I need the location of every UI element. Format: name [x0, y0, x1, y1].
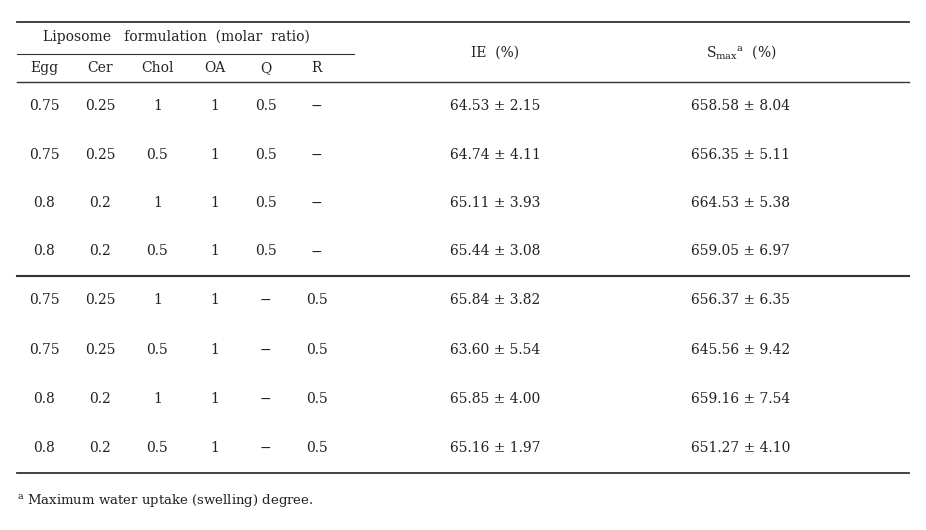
Text: 0.2: 0.2	[89, 196, 111, 210]
Text: 0.5: 0.5	[255, 148, 277, 162]
Text: 656.35 ± 5.11: 656.35 ± 5.11	[691, 148, 791, 162]
Text: 0.25: 0.25	[85, 99, 115, 113]
Text: 0.5: 0.5	[146, 342, 169, 357]
Text: −: −	[311, 148, 322, 162]
Text: 0.5: 0.5	[306, 441, 328, 455]
Text: 0.2: 0.2	[89, 244, 111, 259]
Text: 0.2: 0.2	[89, 441, 111, 455]
Text: 0.5: 0.5	[255, 244, 277, 259]
Text: 0.8: 0.8	[33, 244, 56, 259]
Text: S$_{\mathregular{max}}$$^{\mathregular{a}}$  (%): S$_{\mathregular{max}}$$^{\mathregular{a…	[706, 43, 776, 61]
Text: 1: 1	[210, 196, 219, 210]
Text: Liposome   formulation  (molar  ratio): Liposome formulation (molar ratio)	[43, 30, 309, 45]
Text: 0.8: 0.8	[33, 196, 56, 210]
Text: 659.05 ± 6.97: 659.05 ± 6.97	[692, 244, 790, 259]
Text: Chol: Chol	[141, 61, 174, 75]
Text: 1: 1	[210, 99, 219, 113]
Text: Egg: Egg	[31, 61, 58, 75]
Text: −: −	[260, 392, 271, 406]
Text: 1: 1	[210, 244, 219, 259]
Text: 0.25: 0.25	[85, 342, 115, 357]
Text: 63.60 ± 5.54: 63.60 ± 5.54	[450, 342, 541, 357]
Text: 664.53 ± 5.38: 664.53 ± 5.38	[692, 196, 790, 210]
Text: 64.53 ± 2.15: 64.53 ± 2.15	[450, 99, 541, 113]
Text: −: −	[260, 441, 271, 455]
Text: −: −	[260, 293, 271, 307]
Text: 0.5: 0.5	[146, 148, 169, 162]
Text: IE  (%): IE (%)	[471, 45, 519, 59]
Text: 1: 1	[210, 293, 219, 307]
Text: 0.2: 0.2	[89, 392, 111, 406]
Text: 0.75: 0.75	[29, 342, 60, 357]
Text: 0.5: 0.5	[146, 441, 169, 455]
Text: 1: 1	[210, 342, 219, 357]
Text: 64.74 ± 4.11: 64.74 ± 4.11	[450, 148, 541, 162]
Text: OA: OA	[205, 61, 225, 75]
Text: 0.75: 0.75	[29, 293, 60, 307]
Text: 0.5: 0.5	[255, 196, 277, 210]
Text: 0.8: 0.8	[33, 392, 56, 406]
Text: 645.56 ± 9.42: 645.56 ± 9.42	[691, 342, 791, 357]
Text: 65.85 ± 4.00: 65.85 ± 4.00	[450, 392, 541, 406]
Text: 1: 1	[153, 293, 162, 307]
Text: 0.75: 0.75	[29, 148, 60, 162]
Text: 0.75: 0.75	[29, 99, 60, 113]
Text: 1: 1	[153, 196, 162, 210]
Text: 0.5: 0.5	[255, 99, 277, 113]
Text: 65.44 ± 3.08: 65.44 ± 3.08	[450, 244, 541, 259]
Text: 1: 1	[153, 99, 162, 113]
Text: 65.84 ± 3.82: 65.84 ± 3.82	[450, 293, 541, 307]
Text: $^{\mathregular{a}}$ Maximum water uptake (swelling) degree.: $^{\mathregular{a}}$ Maximum water uptak…	[17, 492, 313, 509]
Text: 656.37 ± 6.35: 656.37 ± 6.35	[692, 293, 790, 307]
Text: 651.27 ± 4.10: 651.27 ± 4.10	[691, 441, 791, 455]
Text: 658.58 ± 8.04: 658.58 ± 8.04	[692, 99, 790, 113]
Text: −: −	[311, 99, 322, 113]
Text: 1: 1	[210, 441, 219, 455]
Text: Q: Q	[260, 61, 271, 75]
Text: 1: 1	[210, 148, 219, 162]
Text: 0.8: 0.8	[33, 441, 56, 455]
Text: 0.5: 0.5	[306, 293, 328, 307]
Text: −: −	[260, 342, 271, 357]
Text: 65.11 ± 3.93: 65.11 ± 3.93	[450, 196, 541, 210]
Text: 0.5: 0.5	[146, 244, 169, 259]
Text: 0.25: 0.25	[85, 293, 115, 307]
Text: 0.25: 0.25	[85, 148, 115, 162]
Text: R: R	[311, 61, 322, 75]
Text: 0.5: 0.5	[306, 342, 328, 357]
Text: Cer: Cer	[87, 61, 113, 75]
Text: 1: 1	[210, 392, 219, 406]
Text: −: −	[311, 244, 322, 259]
Text: 659.16 ± 7.54: 659.16 ± 7.54	[691, 392, 791, 406]
Text: 65.16 ± 1.97: 65.16 ± 1.97	[450, 441, 541, 455]
Text: 1: 1	[153, 392, 162, 406]
Text: 0.5: 0.5	[306, 392, 328, 406]
Text: −: −	[311, 196, 322, 210]
